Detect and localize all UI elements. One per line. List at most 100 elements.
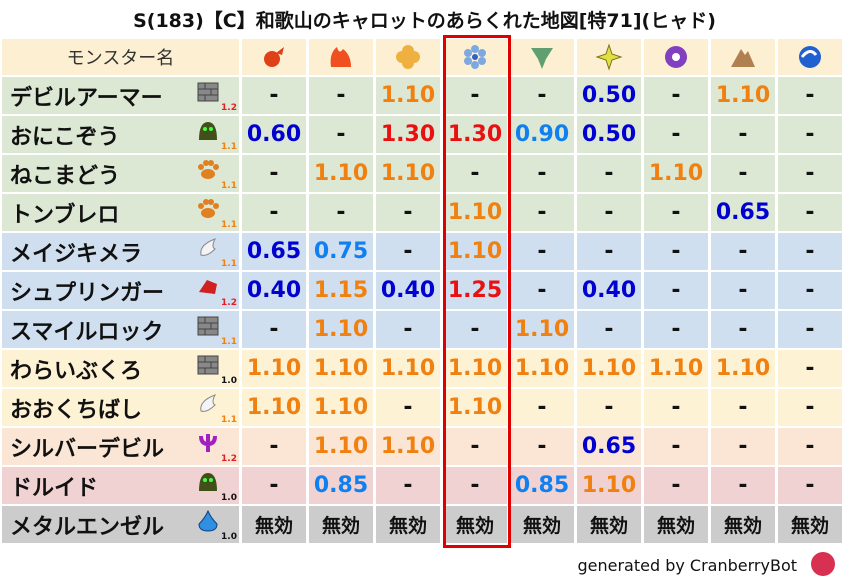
resistance-value: 1.10	[443, 194, 507, 231]
element-header-3	[443, 39, 507, 75]
resistance-value: 無効	[711, 506, 775, 543]
element-header-7	[711, 39, 775, 75]
level-label: 1.1	[221, 337, 237, 347]
resistance-value: -	[778, 467, 842, 504]
resistance-value: -	[778, 311, 842, 348]
resistance-value: -	[510, 428, 574, 465]
monster-name-cell: スマイルロック 1.1	[2, 311, 239, 348]
resistance-value: 無効	[577, 506, 641, 543]
monster-name-cell: シルバーデビル 1.2	[2, 428, 239, 465]
table-row: シルバーデビル 1.2-1.10 1.10- -0.65- - -	[2, 428, 842, 465]
table-row: おおくちばし 1.1 1.10 1.10-1.10- - - - -	[2, 389, 842, 426]
resistance-value: 1.25	[443, 272, 507, 309]
resistance-value: -	[778, 233, 842, 270]
resistance-value: -	[778, 272, 842, 309]
level-label: 1.1	[221, 415, 237, 425]
resistance-value: 1.10	[577, 350, 641, 387]
flame-icon	[330, 47, 351, 67]
resistance-value: -	[443, 467, 507, 504]
resistance-value: 無効	[309, 506, 373, 543]
resistance-value: 無効	[644, 506, 708, 543]
wall-icon	[197, 82, 219, 102]
resistance-value: 0.90	[510, 116, 574, 153]
resistance-value: -	[644, 428, 708, 465]
resistance-value: -	[778, 194, 842, 231]
ghost-icon	[199, 473, 217, 491]
element-header-2	[376, 39, 440, 75]
monster-name-cell: メタルエンゼル 1.0	[2, 506, 239, 543]
resistance-value: 1.10	[309, 155, 373, 192]
level-label: 1.1	[221, 142, 237, 152]
monster-name-cell: おおくちばし 1.1	[2, 389, 239, 426]
resistance-value: -	[309, 116, 373, 153]
resistance-value: 0.50	[577, 116, 641, 153]
element-header-1	[309, 39, 373, 75]
resistance-value: -	[443, 428, 507, 465]
resistance-value: -	[510, 389, 574, 426]
table-row: スマイルロック 1.1-1.10- -1.10- - - -	[2, 311, 842, 348]
dark-swirl-icon	[665, 46, 687, 68]
resistance-value: 無効	[778, 506, 842, 543]
level-label: 1.2	[221, 103, 237, 113]
mountain-icon	[731, 49, 755, 67]
resistance-value: 1.10	[309, 311, 373, 348]
fire-ball-icon	[264, 47, 284, 67]
resistance-value: -	[443, 311, 507, 348]
resistance-value: -	[778, 389, 842, 426]
resistance-value: -	[711, 428, 775, 465]
monster-name-header: モンスター名	[2, 39, 239, 75]
monster-name: スマイルロック	[10, 319, 164, 345]
resistance-value: -	[644, 311, 708, 348]
resistance-value: 1.10	[309, 389, 373, 426]
resistance-value: 1.10	[510, 311, 574, 348]
resistance-value: -	[778, 116, 842, 153]
trident-icon	[199, 434, 217, 452]
resistance-value: -	[510, 194, 574, 231]
dragon-icon	[199, 280, 217, 294]
resistance-value: -	[778, 428, 842, 465]
resistance-value: 1.10	[443, 233, 507, 270]
table-row: シュプリンガー 1.2 0.40 1.15 0.40 1.25-0.40- - -	[2, 272, 842, 309]
resistance-value: -	[309, 194, 373, 231]
monster-name: わらいぶくろ	[10, 358, 143, 384]
monster-name: トンブレロ	[10, 202, 120, 228]
resistance-value: -	[644, 77, 708, 114]
paw-icon	[198, 160, 219, 179]
monster-name-cell: ドルイド 1.0	[2, 467, 239, 504]
resistance-value: 1.10	[376, 155, 440, 192]
resistance-value: -	[242, 428, 306, 465]
resistance-value: -	[309, 77, 373, 114]
element-header-4	[510, 39, 574, 75]
resistance-value: 無効	[242, 506, 306, 543]
resistance-value: -	[510, 272, 574, 309]
resistance-value: 0.60	[242, 116, 306, 153]
resistance-value: -	[443, 155, 507, 192]
monster-name: おおくちばし	[10, 397, 143, 423]
resistance-value: -	[510, 77, 574, 114]
ice-flower-icon	[464, 45, 486, 69]
resistance-value: -	[778, 350, 842, 387]
resistance-value: 1.10	[376, 428, 440, 465]
table-row: ねこまどう 1.1-1.10 1.10- - -1.10- -	[2, 155, 842, 192]
resistance-value: 1.10	[711, 77, 775, 114]
monster-name: おにこぞう	[10, 124, 120, 150]
resistance-value: -	[376, 194, 440, 231]
resistance-value: -	[711, 272, 775, 309]
monster-name-cell: シュプリンガー 1.2	[2, 272, 239, 309]
monster-name: シルバーデビル	[10, 436, 165, 462]
resistance-value: 1.15	[309, 272, 373, 309]
clover-icon	[396, 45, 420, 69]
resistance-value: 1.10	[644, 155, 708, 192]
resistance-value: -	[376, 389, 440, 426]
resistance-value: -	[242, 467, 306, 504]
resistance-value: 1.10	[309, 350, 373, 387]
resistance-value: 0.65	[242, 233, 306, 270]
wave-icon	[799, 46, 821, 68]
resistance-value: -	[577, 311, 641, 348]
header-row: モンスター名	[2, 39, 842, 75]
table-row: わらいぶくろ 1.0 1.10 1.10 1.10 1.10 1.10 1.10 1.10 1.1…	[2, 350, 842, 387]
resistance-value: -	[644, 194, 708, 231]
resistance-value: -	[577, 155, 641, 192]
monster-name-cell: トンブレロ 1.1	[2, 194, 239, 231]
wing-icon	[200, 238, 217, 256]
